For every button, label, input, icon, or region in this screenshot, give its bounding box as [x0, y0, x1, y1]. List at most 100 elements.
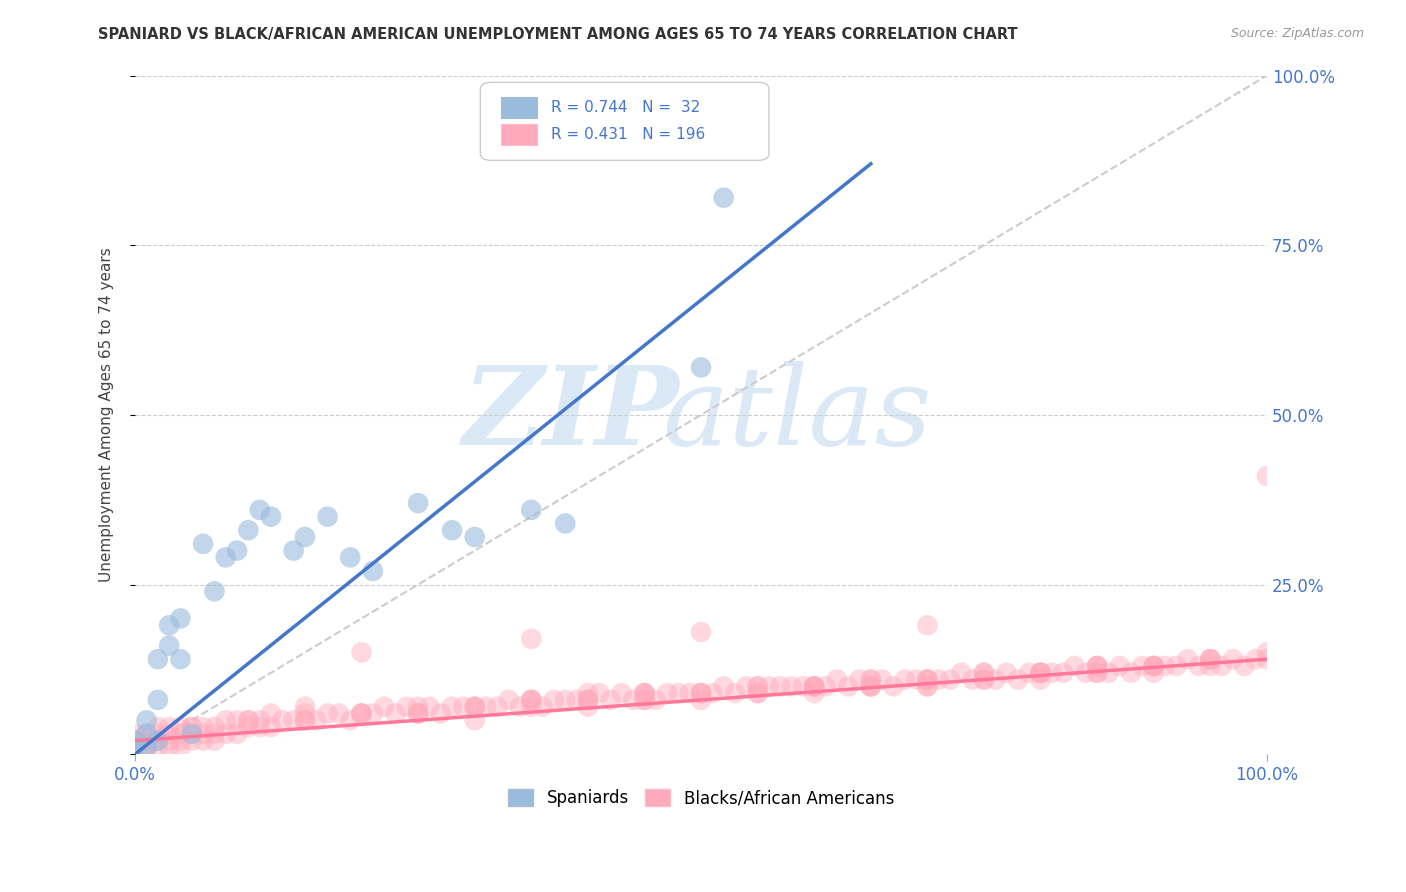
Point	[1029, 665, 1052, 680]
Point	[837, 679, 859, 693]
Point	[157, 618, 180, 632]
Point	[543, 693, 565, 707]
Point	[690, 686, 713, 700]
Point	[950, 665, 973, 680]
Point	[758, 679, 780, 693]
Point	[1199, 652, 1222, 666]
Point	[146, 693, 169, 707]
Point	[169, 720, 191, 734]
Point	[305, 713, 328, 727]
Point	[135, 733, 157, 747]
Point	[215, 550, 238, 565]
Point	[1085, 659, 1108, 673]
Point	[610, 686, 633, 700]
Point	[690, 625, 713, 640]
Point	[870, 673, 893, 687]
Point	[202, 584, 225, 599]
Point	[124, 733, 146, 747]
Text: R = 0.744   N =  32: R = 0.744 N = 32	[551, 100, 700, 115]
Point	[283, 713, 305, 727]
Point	[735, 679, 758, 693]
Point	[191, 537, 214, 551]
Point	[690, 686, 713, 700]
Y-axis label: Unemployment Among Ages 65 to 74 years: Unemployment Among Ages 65 to 74 years	[100, 247, 114, 582]
Point	[146, 733, 169, 747]
Point	[1233, 659, 1256, 673]
Point	[814, 679, 837, 693]
Point	[215, 727, 238, 741]
Point	[1040, 665, 1063, 680]
Point	[146, 740, 169, 755]
Point	[769, 679, 792, 693]
FancyBboxPatch shape	[501, 97, 537, 118]
Point	[169, 740, 191, 755]
Point	[464, 699, 486, 714]
Point	[803, 679, 825, 693]
Point	[180, 727, 202, 741]
Text: SPANIARD VS BLACK/AFRICAN AMERICAN UNEMPLOYMENT AMONG AGES 65 TO 74 YEARS CORREL: SPANIARD VS BLACK/AFRICAN AMERICAN UNEMP…	[98, 27, 1018, 42]
Point	[124, 733, 146, 747]
Point	[135, 733, 157, 747]
Point	[124, 740, 146, 755]
Point	[1097, 665, 1119, 680]
Point	[917, 673, 939, 687]
Point	[429, 706, 451, 721]
Point	[1085, 665, 1108, 680]
Point	[146, 720, 169, 734]
Point	[1188, 659, 1211, 673]
Point	[576, 693, 599, 707]
Point	[1029, 673, 1052, 687]
Point	[294, 699, 316, 714]
Point	[316, 706, 339, 721]
Point	[180, 733, 202, 747]
Point	[146, 652, 169, 666]
FancyBboxPatch shape	[501, 124, 537, 145]
Point	[294, 713, 316, 727]
Point	[1085, 659, 1108, 673]
Point	[135, 740, 157, 755]
Point	[1085, 665, 1108, 680]
Point	[565, 693, 588, 707]
Point	[124, 740, 146, 755]
Point	[1143, 659, 1166, 673]
Point	[1199, 652, 1222, 666]
Point	[520, 693, 543, 707]
Point	[226, 713, 249, 727]
Point	[441, 523, 464, 537]
Point	[1074, 665, 1097, 680]
Point	[1119, 665, 1142, 680]
Point	[384, 706, 406, 721]
Point	[180, 720, 202, 734]
Point	[1052, 665, 1074, 680]
Point	[395, 699, 418, 714]
Point	[576, 693, 599, 707]
Point	[350, 706, 373, 721]
Point	[917, 673, 939, 687]
Point	[1154, 659, 1177, 673]
Point	[238, 713, 260, 727]
Point	[350, 706, 373, 721]
Point	[803, 686, 825, 700]
Point	[621, 693, 644, 707]
Point	[271, 713, 294, 727]
Point	[1007, 673, 1029, 687]
Point	[668, 686, 690, 700]
Text: ZIP: ZIP	[463, 361, 679, 468]
Point	[1256, 652, 1278, 666]
Point	[260, 720, 283, 734]
Point	[1029, 665, 1052, 680]
Point	[238, 720, 260, 734]
Point	[124, 740, 146, 755]
Point	[905, 673, 928, 687]
Point	[917, 618, 939, 632]
Point	[226, 543, 249, 558]
Point	[339, 550, 361, 565]
Point	[1199, 659, 1222, 673]
Text: R = 0.431   N = 196: R = 0.431 N = 196	[551, 127, 704, 142]
Point	[135, 713, 157, 727]
Point	[780, 679, 803, 693]
Point	[406, 496, 429, 510]
Point	[226, 727, 249, 741]
Point	[644, 693, 666, 707]
Point	[1199, 652, 1222, 666]
